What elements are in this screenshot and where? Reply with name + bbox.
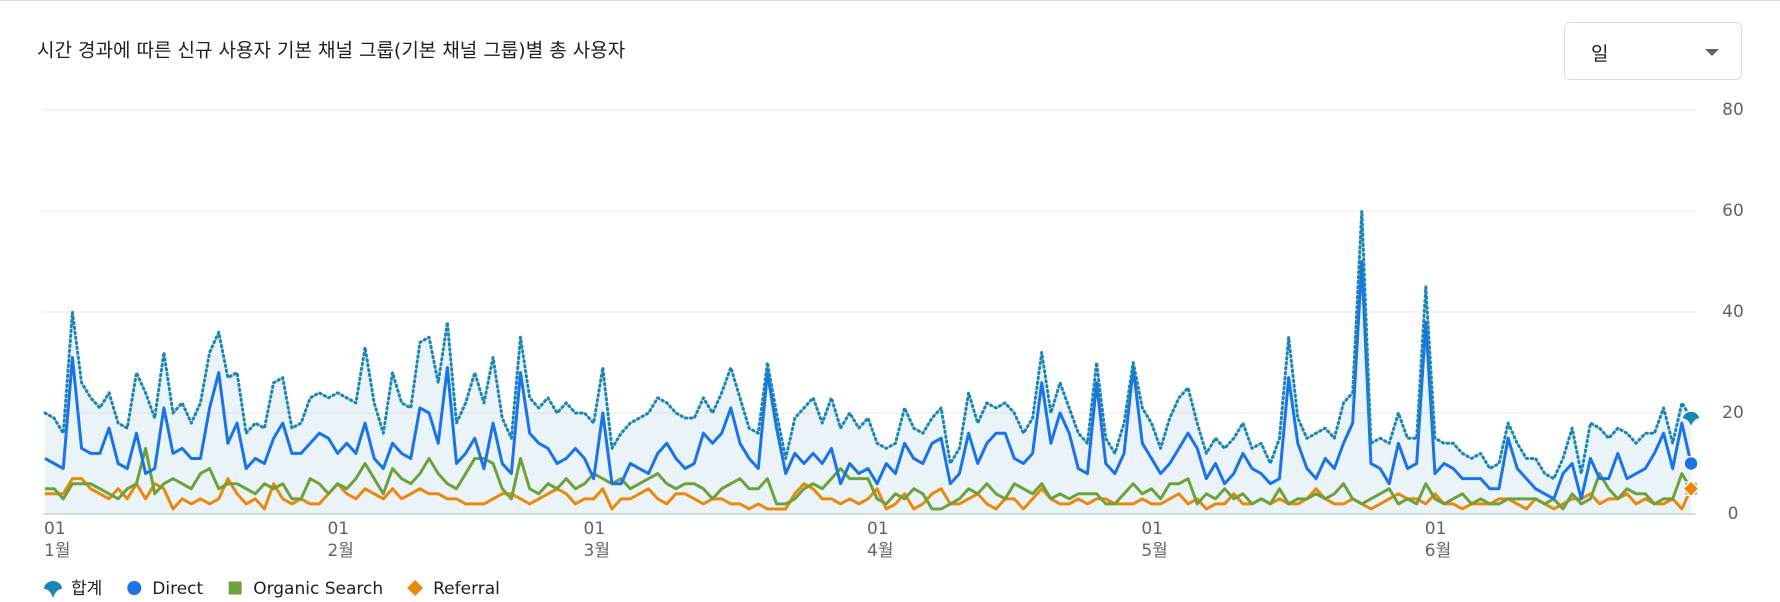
series-line <box>45 477 1693 511</box>
x-tick-label: 01 6월 <box>1425 519 1451 561</box>
y-tick-label: 20 <box>1722 403 1744 423</box>
legend-label: Referral <box>433 579 500 599</box>
legend-label: Organic Search <box>253 579 383 599</box>
y-tick-label: 60 <box>1722 201 1744 221</box>
series-line <box>45 446 1693 511</box>
y-tick-label: 40 <box>1722 302 1744 322</box>
legend-label: Direct <box>152 579 203 599</box>
legend-marker <box>228 581 242 595</box>
legend-label: 합계 <box>71 579 102 599</box>
legend-marker <box>407 580 424 596</box>
x-tick-label: 01 4월 <box>867 519 893 561</box>
x-tick-label: 01 2월 <box>327 519 353 561</box>
end-marker <box>1681 410 1701 431</box>
period-value: 일 <box>1591 43 1609 65</box>
dropdown-arrow <box>1705 49 1719 56</box>
y-tick-label: 0 <box>1728 504 1739 524</box>
x-tick-label: 01 5월 <box>1141 519 1167 561</box>
y-tick-label: 80 <box>1722 100 1744 120</box>
series-line <box>44 260 1693 501</box>
legend-marker <box>44 581 62 598</box>
series-line <box>43 209 1693 481</box>
end-marker <box>1681 479 1701 498</box>
x-tick-label: 01 3월 <box>584 519 610 561</box>
x-tick-label: 01 1월 <box>44 519 70 561</box>
period-dropdown[interactable]: 일 <box>1564 22 1742 80</box>
chart-title: 시간 경과에 따른 신규 사용자 기본 채널 그룹(기본 채널 그룹)별 총 사… <box>37 40 625 62</box>
end-marker <box>1683 455 1699 472</box>
legend-marker <box>127 581 142 595</box>
